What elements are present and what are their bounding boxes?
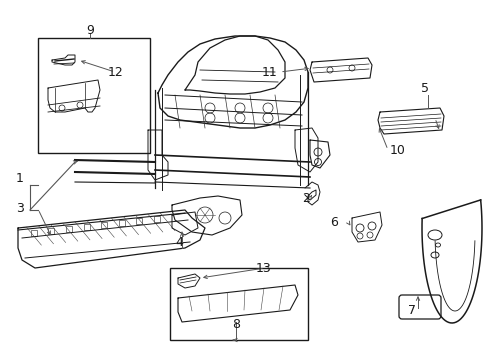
- Bar: [38, 38, 150, 153]
- Text: 11: 11: [262, 66, 277, 78]
- Bar: [119, 220, 125, 226]
- Bar: [101, 222, 107, 228]
- Bar: [84, 224, 90, 230]
- Text: 10: 10: [389, 144, 405, 157]
- Text: 3: 3: [16, 202, 24, 216]
- Bar: [31, 230, 37, 236]
- Bar: [154, 216, 160, 222]
- Bar: [48, 228, 54, 234]
- Text: 7: 7: [407, 303, 415, 316]
- Bar: [66, 226, 72, 232]
- Text: 8: 8: [231, 319, 240, 332]
- Bar: [170, 268, 307, 340]
- Text: 12: 12: [108, 66, 123, 78]
- Text: 9: 9: [86, 23, 94, 36]
- Text: 4: 4: [175, 237, 183, 249]
- Text: 1: 1: [16, 171, 24, 184]
- Text: 13: 13: [256, 261, 271, 274]
- Bar: [136, 218, 142, 224]
- Text: 6: 6: [329, 216, 337, 229]
- Text: 5: 5: [420, 81, 428, 94]
- Text: 2: 2: [302, 192, 309, 204]
